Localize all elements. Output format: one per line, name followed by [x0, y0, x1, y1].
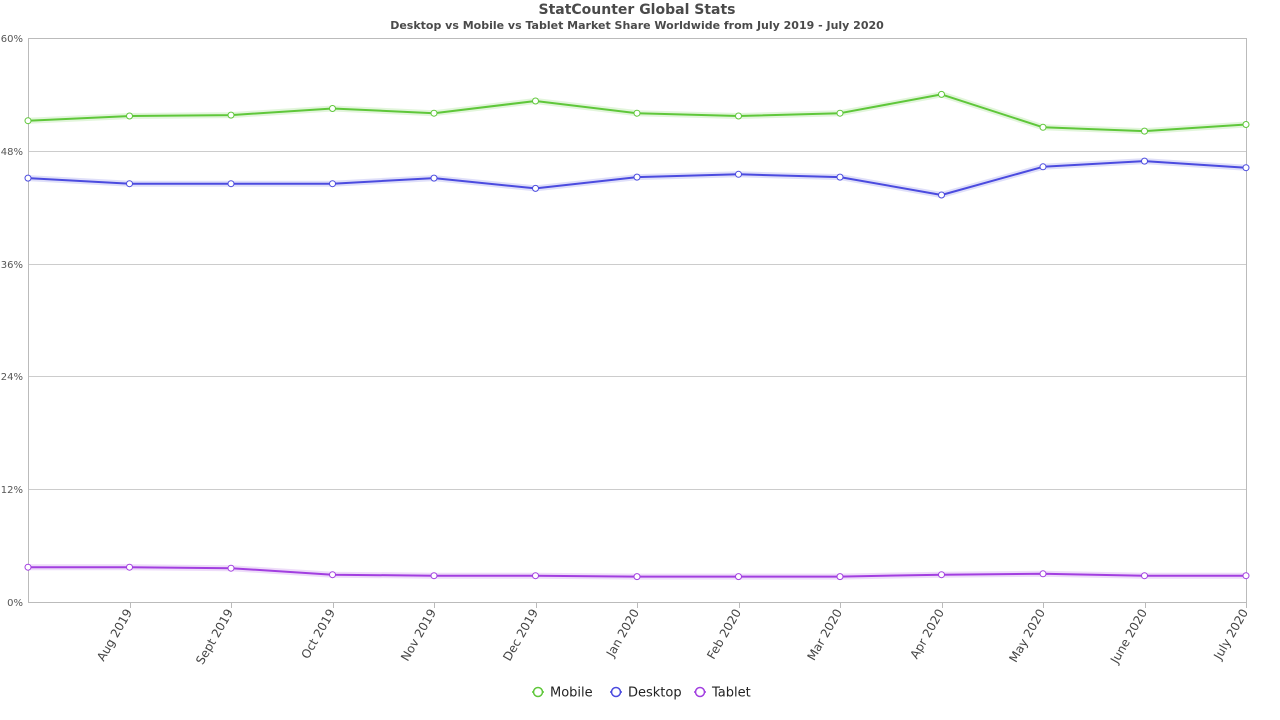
x-tick-label: Oct 2019 [298, 607, 338, 662]
data-point-mobile[interactable] [329, 105, 336, 112]
x-tick-label: Mar 2020 [804, 607, 845, 663]
legend[interactable]: Mobile Desktop Tablet [532, 686, 751, 701]
data-point-tablet[interactable] [633, 573, 641, 581]
plot-area-border [28, 38, 1247, 603]
x-tick-label: May 2020 [1006, 607, 1048, 665]
x-axis-labels: Aug 2019 Sept 2019 Oct 2019 Nov 2019 Dec 201… [94, 602, 1251, 667]
data-point-desktop[interactable] [329, 180, 336, 188]
legend-item-desktop[interactable]: Desktop [610, 686, 682, 701]
legend-item-mobile[interactable]: Mobile [532, 686, 593, 701]
data-point-mobile[interactable] [1141, 127, 1148, 135]
data-point-mobile[interactable] [1039, 123, 1047, 131]
y-tick-label: 60% [1, 34, 23, 45]
data-point-desktop[interactable] [532, 184, 539, 192]
legend-item-tablet[interactable]: Tablet [694, 686, 751, 701]
data-point-desktop[interactable] [430, 174, 438, 182]
data-point-tablet[interactable] [126, 563, 133, 571]
data-point-tablet[interactable] [532, 572, 539, 580]
data-point-mobile[interactable] [126, 112, 133, 120]
data-point-tablet[interactable] [24, 563, 32, 571]
data-point-desktop[interactable] [836, 173, 844, 181]
data-point-desktop[interactable] [1039, 163, 1047, 171]
x-tick-label: Nov 2019 [398, 607, 439, 664]
data-point-desktop[interactable] [633, 173, 641, 181]
data-point-mobile[interactable] [532, 97, 539, 105]
y-tick-label: 48% [1, 147, 23, 158]
data-point-tablet[interactable] [227, 564, 235, 572]
data-point-desktop[interactable] [735, 170, 742, 178]
data-point-mobile[interactable] [24, 117, 32, 125]
legend-marker [610, 686, 622, 698]
data-point-tablet[interactable] [1141, 572, 1148, 580]
y-tick-label: 36% [1, 260, 23, 271]
data-point-mobile[interactable] [633, 109, 641, 117]
series-lines [24, 90, 1250, 581]
x-tick-label: Feb 2020 [704, 607, 744, 662]
gridlines [28, 38, 1246, 603]
data-point-tablet[interactable] [430, 572, 438, 580]
x-tick-label: Sept 2019 [193, 607, 236, 667]
x-tick-label: July 2020 [1211, 607, 1252, 663]
data-point-mobile[interactable] [735, 112, 742, 120]
data-point-mobile[interactable] [836, 109, 844, 117]
data-point-desktop[interactable] [227, 180, 235, 188]
y-tick-label: 24% [1, 372, 23, 383]
data-point-desktop[interactable] [1242, 164, 1250, 172]
data-point-tablet[interactable] [329, 571, 336, 579]
y-axis-labels: 0% 12% 24% 36% 48% 60% [1, 34, 23, 609]
data-point-desktop[interactable] [126, 180, 133, 188]
y-tick-label: 12% [1, 485, 23, 496]
legend-label: Tablet [711, 686, 751, 701]
x-tick-label: Aug 2019 [94, 607, 135, 664]
legend-label: Desktop [628, 686, 682, 701]
series-desktop [24, 157, 1250, 199]
x-tick-label: June 2020 [1107, 607, 1150, 667]
data-point-desktop[interactable] [1141, 157, 1148, 165]
data-point-mobile[interactable] [430, 109, 438, 117]
data-point-mobile[interactable] [938, 90, 945, 98]
data-point-tablet[interactable] [938, 571, 945, 579]
data-point-mobile[interactable] [1242, 121, 1250, 128]
data-point-tablet[interactable] [1242, 572, 1250, 580]
series-tablet [24, 563, 1250, 581]
data-point-desktop[interactable] [24, 174, 32, 182]
x-tick-label: Dec 2019 [500, 607, 541, 664]
legend-marker [532, 686, 544, 698]
data-point-desktop[interactable] [938, 191, 945, 199]
x-tick-label: Jan 2020 [603, 607, 642, 661]
y-tick-label: 0% [7, 598, 23, 609]
x-tick-label: Apr 2020 [907, 607, 947, 662]
data-point-mobile[interactable] [227, 111, 235, 119]
series-mobile [24, 90, 1250, 135]
data-point-tablet[interactable] [836, 573, 844, 581]
chart-subtitle: Desktop vs Mobile vs Tablet Market Share… [390, 19, 884, 32]
legend-label: Mobile [550, 686, 593, 701]
data-point-tablet[interactable] [1039, 570, 1047, 578]
data-point-tablet[interactable] [735, 573, 742, 581]
chart-title: StatCounter Global Stats [538, 2, 735, 18]
legend-marker [694, 686, 706, 698]
